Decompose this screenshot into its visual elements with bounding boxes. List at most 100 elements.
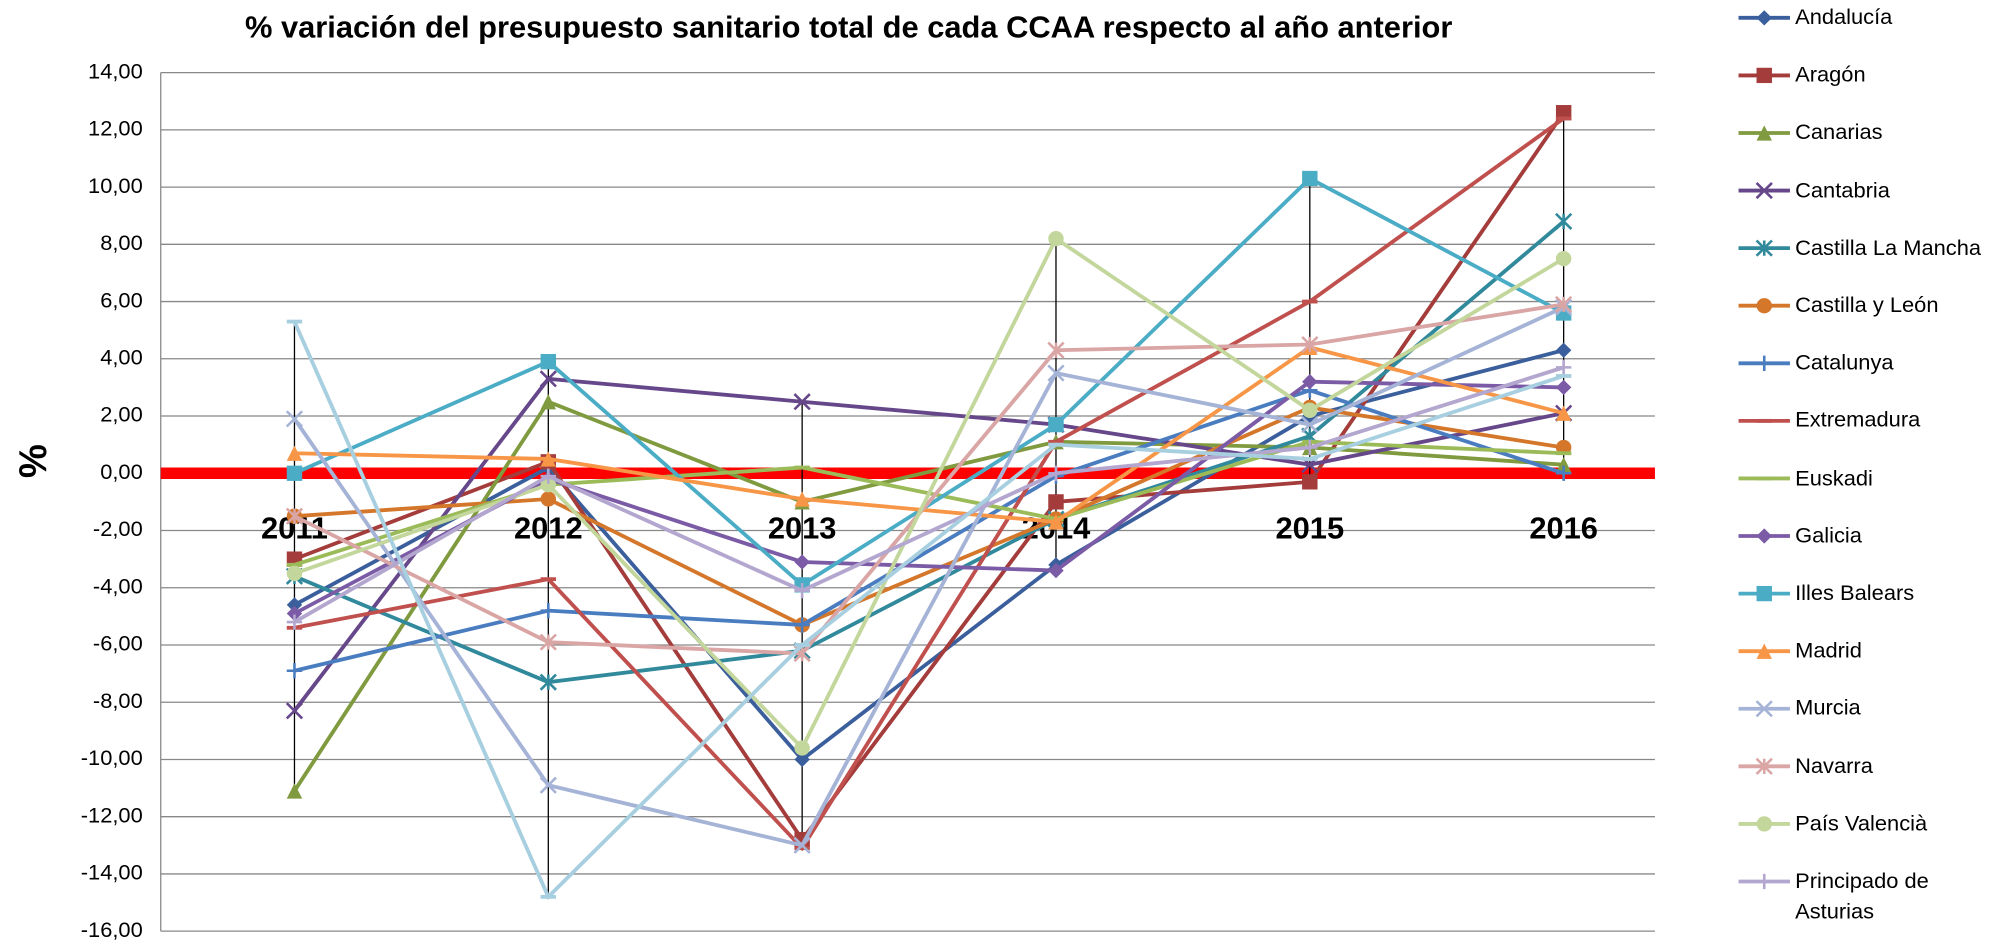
marker (539, 776, 557, 794)
x-tick-label: 2015 (1275, 511, 1344, 546)
marker (1555, 457, 1572, 473)
marker (794, 582, 810, 599)
y-tick-label: -16,00 (81, 917, 143, 942)
y-tick-label: 6,00 (100, 287, 143, 312)
marker (286, 465, 303, 481)
legend-entry: Madrid (1795, 638, 1862, 663)
legend-entry: Catalunya (1795, 351, 1893, 375)
marker (1555, 342, 1572, 358)
y-tick-label: 8,00 (100, 230, 143, 255)
legend-label: Canarias (1795, 120, 1883, 145)
y-tick-label: -6,00 (93, 631, 143, 656)
marker (1555, 405, 1572, 421)
marker (540, 491, 557, 507)
series-line (293, 111, 1566, 843)
legend-entry: Euskadi (1795, 465, 1873, 490)
series (285, 295, 1573, 663)
series-line (292, 376, 1565, 712)
y-tick-label: -14,00 (81, 860, 143, 885)
marker (285, 702, 304, 720)
y-tick-label: -4,00 (93, 574, 143, 599)
marker (286, 783, 303, 799)
legend-marker (1756, 355, 1772, 371)
legend-label: Murcia (1795, 696, 1861, 721)
marker (540, 354, 557, 370)
legend-entry: Cantabria (1795, 177, 1890, 203)
legend-marker (1755, 700, 1773, 718)
marker (1048, 416, 1064, 433)
legend-label: Castilla La Mancha (1795, 235, 1982, 260)
legend-label: Madrid (1795, 638, 1862, 663)
legend-marker (1756, 528, 1772, 544)
legend-label: País Valencià (1795, 811, 1928, 836)
legend-entry: Galicia (1795, 523, 1862, 548)
legend-marker (1756, 643, 1772, 659)
series (286, 342, 1572, 768)
legend-label: Euskadi (1795, 465, 1873, 490)
marker (1302, 170, 1318, 187)
marker (1555, 295, 1573, 313)
marker (1302, 402, 1318, 418)
legend-label: Navarra (1795, 753, 1873, 778)
marker (539, 673, 557, 691)
y-tick-label: 2,00 (100, 402, 143, 427)
marker (540, 468, 557, 484)
y-tick-label: -8,00 (93, 688, 143, 713)
legend-marker (1755, 757, 1773, 775)
legend-label: Principado de Asturias (1795, 868, 1929, 924)
series-line (293, 302, 1564, 656)
series-line (293, 365, 1565, 624)
marker (1047, 341, 1065, 359)
legend-entry: Canarias (1795, 120, 1883, 145)
legend-entry: Navarra (1795, 753, 1873, 778)
series-line (294, 345, 1565, 524)
y-tick-label: -2,00 (93, 516, 143, 541)
marker (1555, 465, 1572, 481)
legend-label: Aragón (1795, 62, 1866, 87)
series (286, 230, 1572, 756)
y-tick-label: 12,00 (88, 116, 143, 141)
y-tick-label: 4,00 (100, 345, 143, 370)
legend-label: Castilla y León (1795, 292, 1939, 318)
series-line (292, 320, 1565, 901)
marker (286, 445, 303, 461)
marker (540, 602, 557, 619)
marker (794, 751, 810, 768)
series-line (292, 399, 1564, 792)
legend-entry: Principado de Asturias (1795, 868, 1929, 924)
y-tick-label: 0,00 (100, 459, 143, 484)
marker (793, 836, 811, 854)
series-line (293, 219, 1565, 685)
legend-marker (1756, 816, 1772, 832)
series (285, 298, 1573, 854)
marker (1048, 230, 1064, 247)
marker (1301, 335, 1319, 354)
marker (540, 477, 557, 493)
marker (285, 507, 304, 525)
legend-label: Cantabria (1795, 177, 1890, 203)
legend-entry: Illes Balears (1795, 581, 1914, 605)
legend-entry: País Valencià (1795, 811, 1928, 836)
marker (793, 393, 811, 411)
marker (1555, 250, 1572, 267)
series (286, 339, 1572, 530)
y-tick-label: -12,00 (81, 803, 143, 828)
legend-marker (1756, 10, 1772, 26)
legend-label: Extremadura (1795, 408, 1921, 433)
marker (286, 663, 303, 679)
marker (539, 633, 557, 651)
y-axis-label: % (12, 444, 55, 478)
marker (1048, 514, 1064, 530)
marker (286, 605, 303, 622)
legend-entry: Extremadura (1795, 408, 1921, 433)
legend-entry: Andalucía (1795, 5, 1892, 29)
legend-entry: Murcia (1795, 696, 1861, 721)
marker (540, 451, 557, 467)
x-tick-label: 2016 (1529, 511, 1598, 546)
series-line (292, 305, 1565, 848)
legend-label: Galicia (1795, 523, 1862, 548)
legend-entry: Aragón (1795, 62, 1866, 87)
marker (1047, 364, 1065, 382)
